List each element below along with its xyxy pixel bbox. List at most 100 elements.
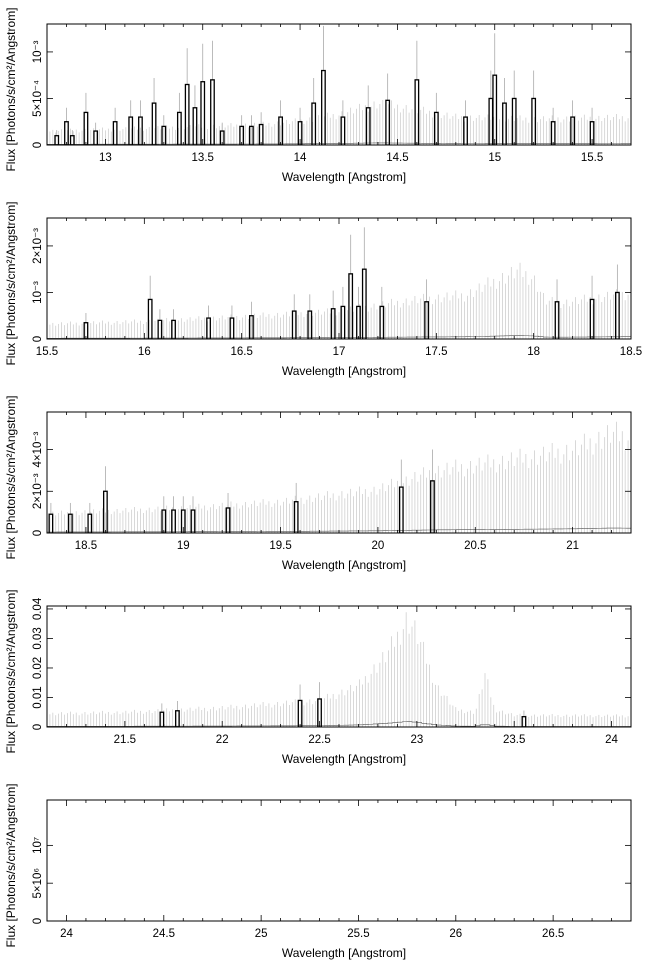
data-bin <box>356 305 361 339</box>
data-bin <box>258 123 264 145</box>
data-bin <box>171 319 176 339</box>
y-axis-label: Flux [Photons/s/cm²/Angstrom] <box>4 783 18 947</box>
data-bin <box>151 102 157 145</box>
x-tick-label: 21 <box>566 540 579 552</box>
data-bin <box>379 305 385 339</box>
data-bin <box>206 317 211 339</box>
data-bin <box>192 107 198 145</box>
panel-4-data <box>47 612 631 727</box>
data-bin <box>159 711 165 727</box>
panel-3-data <box>47 421 631 533</box>
x-tick-label: 19.5 <box>269 540 291 552</box>
x-tick-label: 25 <box>255 928 268 940</box>
data-bin <box>307 310 313 339</box>
y-tick-label: 10⁻³ <box>32 40 44 63</box>
x-tick-label: 26 <box>449 928 462 940</box>
x-tick-label: 16 <box>138 346 151 358</box>
y-axis-label: Flux [Photons/s/cm²/Angstrom] <box>4 201 18 365</box>
x-axis: 18.5 19 19.5 20 20.5 21 <box>46 412 632 552</box>
data-bin <box>317 698 322 727</box>
y-axis: 0 0.01 0.02 0.03 0.04 <box>32 597 631 730</box>
y-axis: 0 5×10⁻⁴ 10⁻³ <box>32 40 631 148</box>
data-bin <box>330 308 336 339</box>
data-bin <box>492 74 498 145</box>
x-tick-label: 17 <box>333 346 346 358</box>
x-tick-label: 26.5 <box>542 928 564 940</box>
data-bin <box>147 298 153 339</box>
data-bin <box>521 716 527 727</box>
x-tick-label: 14 <box>294 152 307 164</box>
data-bin <box>311 102 317 145</box>
data-bin <box>365 107 371 145</box>
data-bin <box>398 486 404 533</box>
data-bin <box>414 79 420 145</box>
data-bin <box>348 273 354 339</box>
y-axis: 0 10⁻³ 2×10⁻³ <box>32 228 631 342</box>
x-tick-label: 24.5 <box>153 928 175 940</box>
x-axis-label: Wavelength [Angstrom] <box>282 946 406 960</box>
data-bin <box>385 99 391 145</box>
data-bin <box>83 322 89 339</box>
x-tick-label: 16.5 <box>230 346 252 358</box>
y-axis: 0 5×10⁶ 10⁷ <box>32 837 631 924</box>
panel-2: 15.5 16 16.5 17 17.5 18 18.5 Wavelength [Angstr… <box>4 201 642 378</box>
data-bin <box>48 513 54 533</box>
data-bin <box>550 121 556 145</box>
data-bin <box>176 111 182 145</box>
data-bin <box>161 509 167 533</box>
data-bin <box>210 79 215 145</box>
data-bin <box>463 116 468 145</box>
y-tick-label: 0 <box>32 918 44 924</box>
x-tick-label: 18.5 <box>75 540 97 552</box>
data-bin <box>128 116 134 145</box>
x-tick-label: 13.5 <box>192 152 214 164</box>
x-tick-label: 22 <box>216 734 229 746</box>
data-bin <box>248 315 254 339</box>
data-bin <box>554 301 560 339</box>
x-tick-label: 15.5 <box>581 152 603 164</box>
panel-2-data <box>47 227 631 339</box>
x-tick-label: 13 <box>99 152 112 164</box>
x-tick-label: 24 <box>60 928 73 940</box>
data-bin <box>614 291 620 339</box>
y-tick-label: 0 <box>32 336 44 342</box>
panel-1-data <box>47 25 631 145</box>
x-tick-label: 25.5 <box>347 928 369 940</box>
panel-4: 21.5 22 22.5 23 23.5 24 Wavelength [Angstrom] 0… <box>4 589 632 766</box>
x-tick-label: 22.5 <box>308 734 330 746</box>
y-axis-label: Flux [Photons/s/cm²/Angstrom] <box>4 7 18 171</box>
data-bin <box>93 130 99 145</box>
data-bin <box>589 298 595 339</box>
data-bin <box>184 83 190 145</box>
y-tick-label: 10⁷ <box>32 837 44 854</box>
x-tick-label: 23.5 <box>503 734 525 746</box>
data-bin <box>180 509 186 533</box>
x-axis: 15.5 16 16.5 17 17.5 18 18.5 <box>36 218 642 358</box>
data-bin <box>229 317 235 339</box>
data-bin <box>64 121 69 145</box>
y-axis-label: Flux [Photons/s/cm²/Angstrom] <box>4 395 18 559</box>
x-tick-label: 20 <box>372 540 385 552</box>
x-axis-label: Wavelength [Angstrom] <box>282 558 406 572</box>
data-bin <box>157 319 163 339</box>
y-tick-label: 10⁻³ <box>32 281 44 304</box>
x-tick-label: 18 <box>527 346 540 358</box>
panel-1: 13 13.5 14 14.5 15 15.5 Wavelength [Angstrom] 0… <box>4 7 632 184</box>
x-axis-label: Wavelength [Angstrom] <box>282 364 406 378</box>
data-bin <box>175 710 180 727</box>
x-tick-label: 15 <box>488 152 501 164</box>
data-bin <box>361 268 367 339</box>
y-tick-label: 0.01 <box>32 686 44 708</box>
data-bin <box>87 513 93 533</box>
x-tick-label: 21.5 <box>114 734 136 746</box>
data-bin <box>511 97 517 145</box>
y-tick-label: 5×10⁻⁴ <box>32 80 44 117</box>
x-tick-label: 19 <box>177 540 190 552</box>
data-bin <box>340 305 346 339</box>
data-bin <box>321 69 326 145</box>
y-tick-label: 2×10⁻³ <box>32 228 44 264</box>
y-tick-label: 0 <box>32 724 44 730</box>
x-axis: 21.5 22 22.5 23 23.5 24 <box>46 606 632 746</box>
x-tick-label: 14.5 <box>386 152 408 164</box>
data-bin <box>291 310 297 339</box>
